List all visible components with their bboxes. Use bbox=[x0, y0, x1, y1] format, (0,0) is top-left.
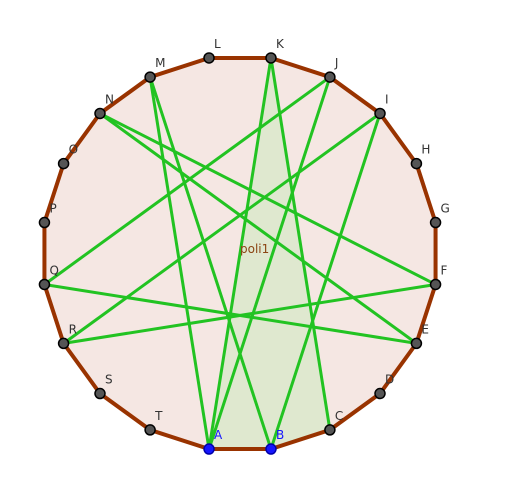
point-label: S bbox=[105, 373, 113, 387]
point-label: B bbox=[276, 428, 284, 442]
point-label: E bbox=[421, 322, 429, 336]
segment bbox=[207, 76, 332, 450]
point bbox=[410, 337, 423, 350]
point-label: F bbox=[441, 263, 448, 277]
point bbox=[94, 387, 106, 400]
segment bbox=[43, 75, 331, 286]
segment bbox=[62, 112, 381, 345]
point-label: P bbox=[49, 202, 56, 216]
segment bbox=[99, 112, 418, 345]
point-label: M bbox=[155, 56, 165, 70]
point-label: N bbox=[105, 92, 114, 106]
point bbox=[57, 157, 70, 170]
point-label: C bbox=[335, 409, 343, 423]
point-label: K bbox=[276, 37, 285, 51]
segment bbox=[148, 76, 273, 450]
point-label: Q bbox=[49, 263, 58, 277]
point bbox=[57, 337, 70, 350]
point-label: R bbox=[69, 322, 77, 336]
point bbox=[374, 107, 386, 120]
point bbox=[94, 107, 106, 120]
point bbox=[324, 424, 336, 436]
point-label: J bbox=[334, 56, 339, 70]
diagonals bbox=[43, 57, 437, 450]
segment bbox=[269, 113, 382, 450]
point bbox=[144, 71, 156, 83]
points: A B C D E F G H I J K L M N O P Q R S T bbox=[38, 37, 450, 455]
point bbox=[265, 443, 277, 455]
point bbox=[410, 157, 423, 170]
point-label: L bbox=[214, 37, 221, 51]
point-label: H bbox=[421, 143, 430, 157]
point bbox=[429, 216, 442, 229]
point-label: A bbox=[214, 428, 223, 442]
point bbox=[374, 387, 386, 400]
point bbox=[144, 424, 156, 436]
point-label: I bbox=[385, 92, 389, 106]
point bbox=[265, 52, 277, 64]
point-label: D bbox=[385, 373, 394, 387]
point bbox=[38, 278, 51, 291]
segment bbox=[63, 282, 436, 345]
segment bbox=[148, 76, 211, 450]
point bbox=[203, 443, 215, 455]
segment bbox=[207, 57, 273, 450]
segment bbox=[99, 112, 437, 286]
segment bbox=[44, 282, 417, 345]
point bbox=[324, 71, 336, 83]
point bbox=[38, 216, 51, 229]
segment bbox=[269, 57, 332, 431]
point bbox=[203, 52, 215, 64]
point-label: G bbox=[441, 202, 450, 216]
point-label: O bbox=[69, 143, 78, 157]
point-label: T bbox=[154, 409, 163, 423]
point bbox=[429, 278, 442, 291]
polygon-label: poli1 bbox=[240, 242, 269, 256]
